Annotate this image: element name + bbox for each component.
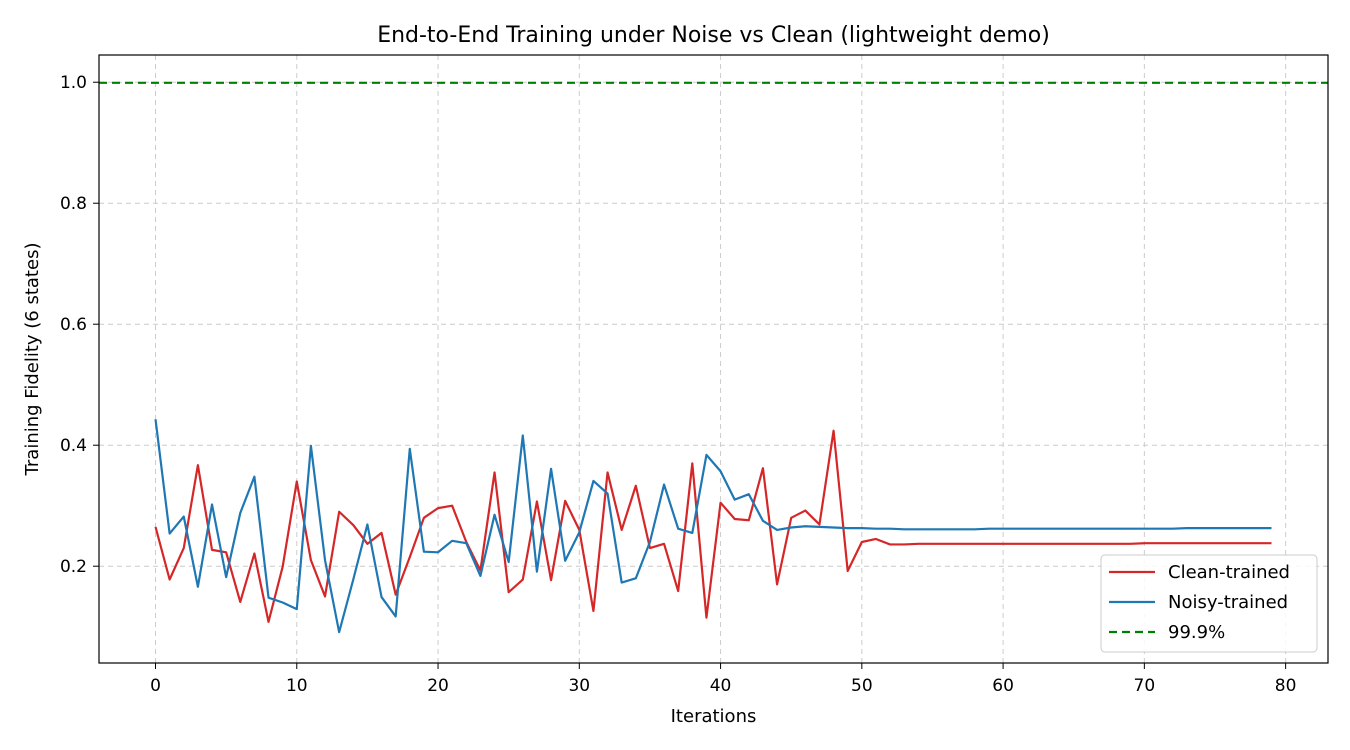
y-tick-label: 1.0	[60, 73, 87, 93]
y-tick-label: 0.4	[60, 436, 87, 456]
plot-frame	[98, 54, 1329, 664]
x-tick-label: 0	[150, 676, 161, 696]
x-tick-label: 30	[568, 676, 590, 696]
legend-box	[1100, 554, 1318, 653]
series-layer	[99, 81, 1328, 634]
x-axis-label: Iterations	[671, 706, 757, 727]
axis-ticks: 0 10 20 30 40 50 60 70 80 0.2 0.4 0.6 0.8 1.0	[60, 73, 1296, 696]
series-line-noisy-trained	[154, 419, 1272, 634]
y-tick-label: 0.8	[60, 194, 87, 214]
x-tick-label: 20	[427, 676, 449, 696]
x-tick-label: 70	[1134, 676, 1156, 696]
series-line-clean-trained	[154, 429, 1272, 623]
x-tick-label: 40	[710, 676, 732, 696]
legend-label: Noisy-trained	[1168, 592, 1288, 613]
y-tick-label: 0.2	[60, 557, 87, 577]
legend: Clean-trained Noisy-trained 99.9%	[1100, 554, 1318, 653]
legend-label: Clean-trained	[1168, 562, 1290, 583]
legend-label: 99.9%	[1168, 622, 1225, 643]
x-tick-label: 80	[1275, 676, 1297, 696]
x-tick-label: 10	[286, 676, 308, 696]
y-tick-label: 0.6	[60, 315, 87, 335]
y-axis-label: Training Fidelity (6 states)	[22, 243, 43, 477]
x-tick-label: 50	[851, 676, 873, 696]
x-tick-label: 60	[992, 676, 1014, 696]
chart-title: End-to-End Training under Noise vs Clean…	[377, 23, 1050, 48]
